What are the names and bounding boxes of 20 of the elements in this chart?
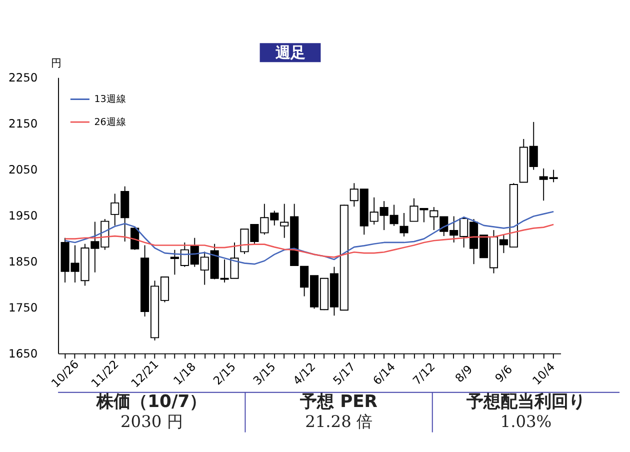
y-tick-label: 1850 — [8, 254, 38, 269]
x-tick-label: 8/9 — [452, 362, 476, 386]
legend-label: 26週線 — [94, 116, 126, 128]
text: 予想配当利回り — [465, 392, 586, 412]
y-tick-label: 1950 — [8, 208, 38, 223]
y-tick-label: 2250 — [8, 70, 38, 85]
y-axis-title: 円 — [50, 57, 61, 70]
text: 21.28 倍 — [305, 412, 372, 432]
candlestick — [400, 212, 408, 237]
text: 株価（10/7） — [96, 392, 207, 412]
chart-title: 週足 — [274, 43, 306, 62]
y-tick-label: 1750 — [8, 300, 38, 315]
text: 予想 PER — [299, 392, 378, 412]
y-tick-label: 2050 — [8, 162, 38, 177]
text: 1.03% — [500, 412, 552, 432]
text: 2030 円 — [120, 412, 183, 432]
legend-label: 13週線 — [94, 94, 126, 106]
y-tick-label: 1650 — [8, 346, 38, 361]
y-tick-label: 2150 — [8, 116, 38, 131]
x-tick-label: 9/6 — [492, 362, 516, 386]
